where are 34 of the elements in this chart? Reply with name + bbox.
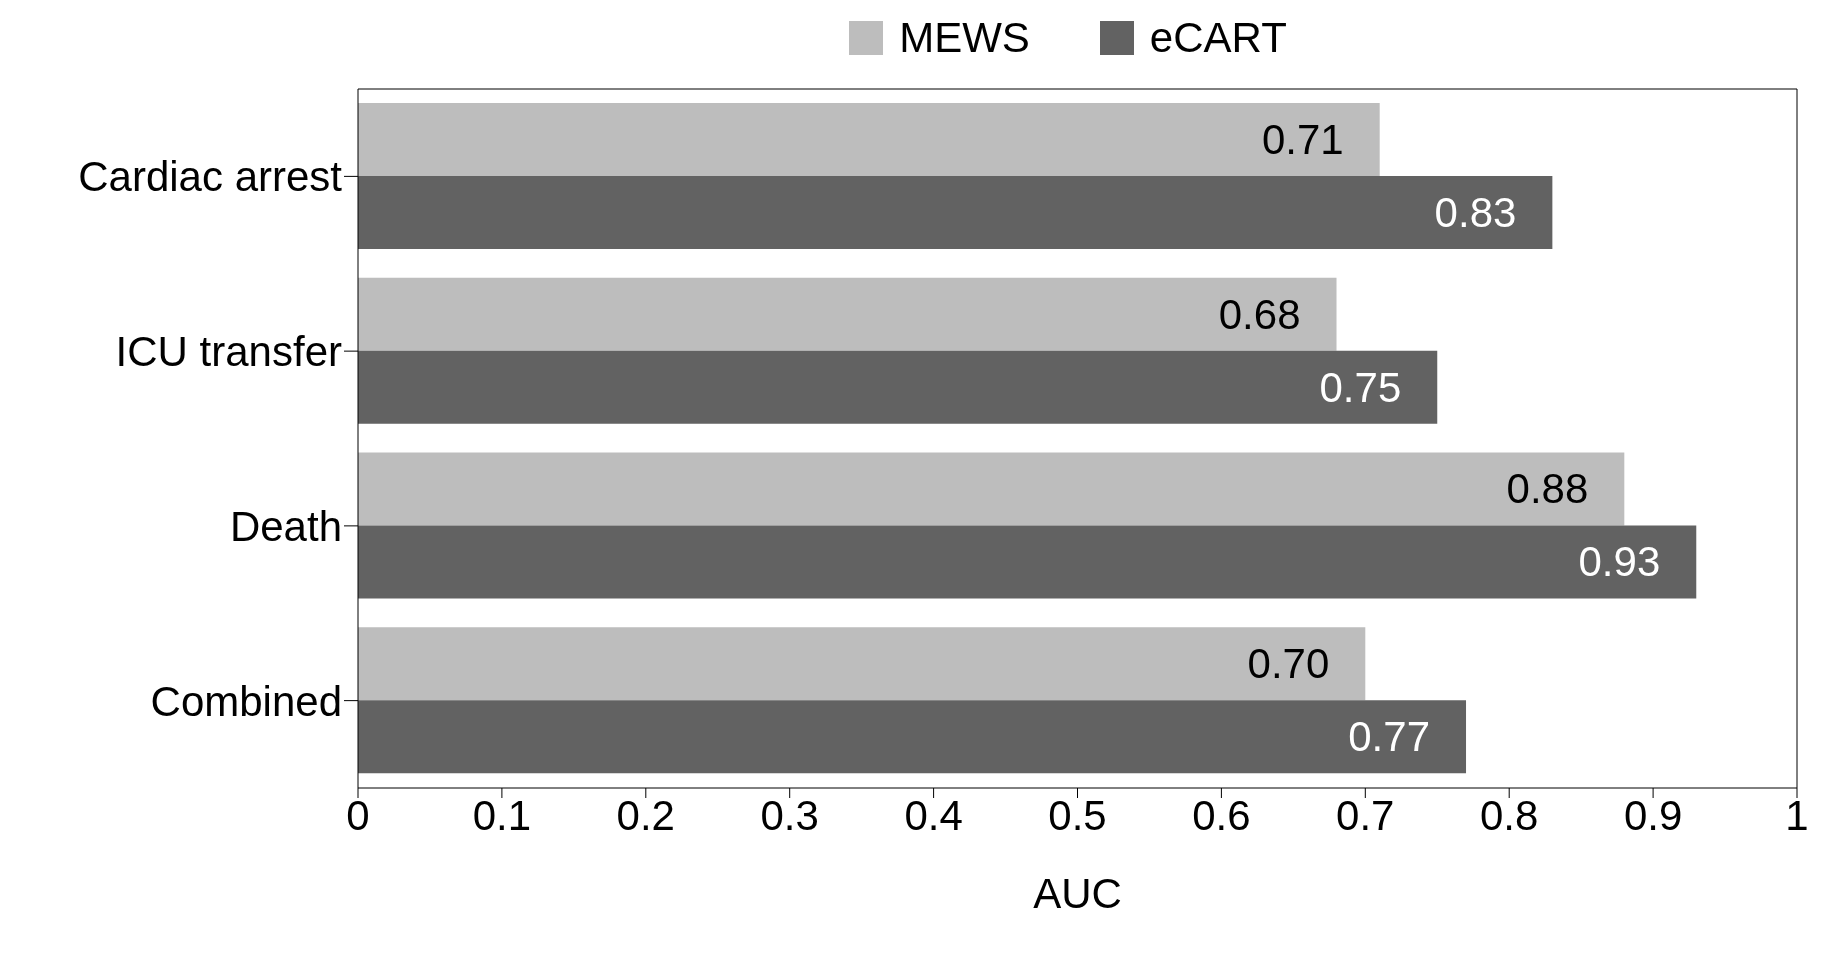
legend-label: eCART [1149, 14, 1287, 62]
x-tick-label: 0.8 [1480, 791, 1539, 839]
data-label: 0.93 [1578, 538, 1661, 586]
x-axis-title: AUC [1033, 870, 1122, 917]
bar [358, 102, 1380, 176]
bar [358, 175, 1553, 249]
legend-label: MEWS [899, 14, 1030, 62]
data-label: 0.88 [1506, 465, 1589, 513]
x-tick-label: 0.4 [904, 791, 963, 839]
x-tick-label: 0.3 [760, 791, 819, 839]
bar [358, 452, 1625, 526]
y-tick-label: Death [229, 502, 342, 550]
x-tick-label: 0.1 [472, 791, 532, 839]
data-label: 0.71 [1261, 115, 1344, 163]
data-label: 0.68 [1218, 290, 1301, 338]
y-tick-label: ICU transfer [115, 328, 343, 376]
bar [358, 277, 1337, 351]
x-tick-label: 0.9 [1623, 791, 1683, 839]
bar [358, 700, 1467, 774]
x-tick-label: 1 [1785, 791, 1809, 839]
bar [358, 350, 1438, 424]
bar [358, 627, 1366, 701]
x-tick-label: 0 [346, 791, 370, 839]
x-tick-label: 0.7 [1336, 791, 1395, 839]
y-tick-label: Cardiac arrest [78, 153, 343, 201]
data-label: 0.75 [1319, 363, 1402, 411]
bar [358, 525, 1697, 599]
data-label: 0.83 [1434, 188, 1517, 236]
y-tick-label: Combined [150, 677, 342, 725]
data-label: 0.70 [1247, 640, 1330, 688]
x-tick-label: 0.6 [1192, 791, 1251, 839]
x-tick-label: 0.2 [616, 791, 675, 839]
data-label: 0.77 [1348, 713, 1431, 761]
x-tick-label: 0.5 [1048, 791, 1107, 839]
